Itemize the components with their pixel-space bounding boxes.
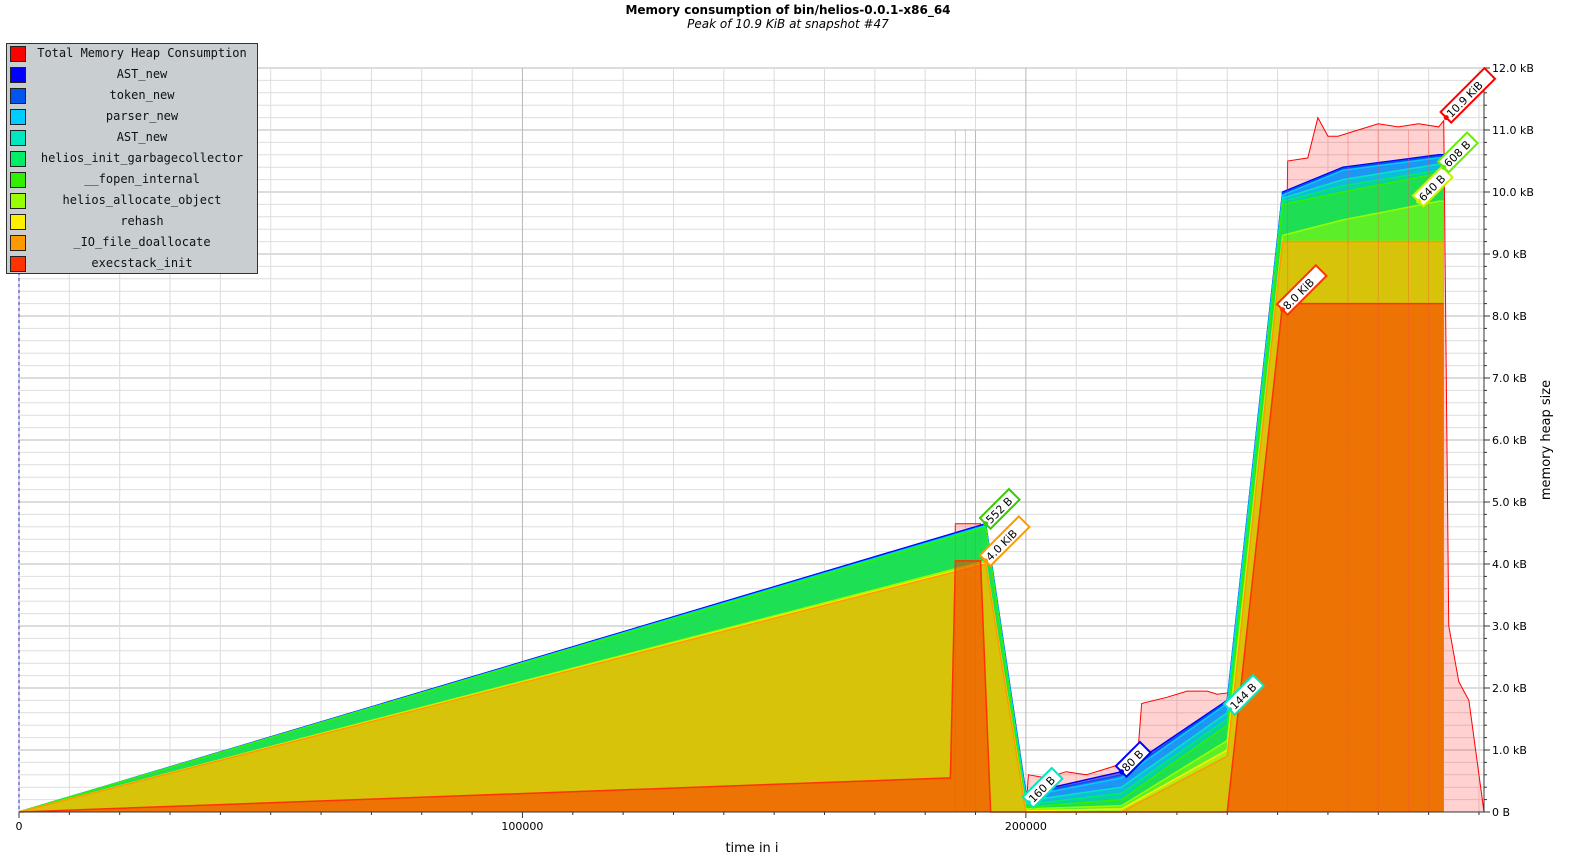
y-tick-label: 6.0 kB (1492, 434, 1527, 447)
legend-swatch (10, 88, 26, 104)
legend-label: token_new (109, 88, 175, 102)
y-tick-label: 0 B (1492, 806, 1510, 819)
x-tick-label: 100000 (501, 820, 543, 833)
annotation-marker (1025, 800, 1031, 806)
y-tick-label: 9.0 kB (1492, 248, 1527, 261)
annotation-marker (1227, 707, 1233, 713)
legend-item: execstack_init (7, 254, 257, 275)
legend-swatch (10, 193, 26, 209)
legend-item: __fopen_internal (7, 170, 257, 191)
y-tick-label: 1.0 kB (1492, 744, 1527, 757)
legend-label: _IO_file_doallocate (73, 235, 211, 249)
legend-label: execstack_init (91, 256, 193, 270)
x-tick-label: 200000 (1005, 820, 1047, 833)
annotation-marker (1441, 164, 1447, 170)
legend-label: __fopen_internal (84, 172, 200, 186)
y-tick-label: 10.0 kB (1492, 186, 1534, 199)
legend-label: AST_new (116, 130, 168, 144)
y-tick-label: 4.0 kB (1492, 558, 1527, 571)
legend-label: rehash (120, 214, 164, 228)
y-tick-label: 12.0 kB (1492, 62, 1534, 75)
y-tick-label: 2.0 kB (1492, 682, 1527, 695)
legend: Total Memory Heap Consumption AST_new toke… (6, 43, 258, 274)
legend-label: Total Memory Heap Consumption (37, 46, 247, 60)
y-tick-label: 11.0 kB (1492, 124, 1534, 137)
y-tick-label: 5.0 kB (1492, 496, 1527, 509)
y-tick-label: 3.0 kB (1492, 620, 1527, 633)
legend-swatch (10, 151, 26, 167)
line-series-6 (18, 172, 1444, 813)
chart-title: Memory consumption of bin/helios-0.0.1-x… (625, 3, 951, 17)
legend-swatch (10, 46, 26, 62)
legend-item: Total Memory Heap Consumption (7, 44, 257, 65)
legend-swatch (10, 130, 26, 146)
annotation-marker (1119, 769, 1125, 775)
line-series-9 (18, 240, 1444, 813)
legend-label: helios_allocate_object (62, 193, 222, 207)
legend-swatch (10, 256, 26, 272)
annotation-marker (983, 558, 989, 564)
legend-item: token_new (7, 86, 257, 107)
legend-swatch (10, 235, 26, 251)
legend-item: parser_new (7, 107, 257, 128)
annotation-marker (1443, 115, 1449, 121)
legend-item: AST_new (7, 65, 257, 86)
legend-item: helios_init_garbagecollector (7, 149, 257, 170)
y-axis-label: memory heap size (1539, 380, 1554, 500)
legend-swatch (10, 214, 26, 230)
chart-subtitle: Peak of 10.9 KiB at snapshot #47 (687, 17, 889, 31)
legend-item: rehash (7, 212, 257, 233)
legend-swatch (10, 67, 26, 83)
legend-item: helios_allocate_object (7, 191, 257, 212)
y-tick-label: 7.0 kB (1492, 372, 1527, 385)
legend-label: helios_init_garbagecollector (40, 151, 244, 165)
x-tick-label: 0 (16, 820, 23, 833)
x-axis-label: time in i (725, 841, 778, 856)
legend-label: parser_new (105, 109, 179, 123)
legend-item: AST_new (7, 128, 257, 149)
legend-swatch (10, 109, 26, 125)
area-series-10 (19, 303, 1444, 812)
annotation-marker (1416, 198, 1422, 204)
legend-item: _IO_file_doallocate (7, 233, 257, 254)
annotation-marker (983, 521, 989, 527)
legend-label: AST_new (116, 67, 168, 81)
annotation-marker (1280, 307, 1286, 313)
y-tick-label: 8.0 kB (1492, 310, 1527, 323)
legend-swatch (10, 172, 26, 188)
